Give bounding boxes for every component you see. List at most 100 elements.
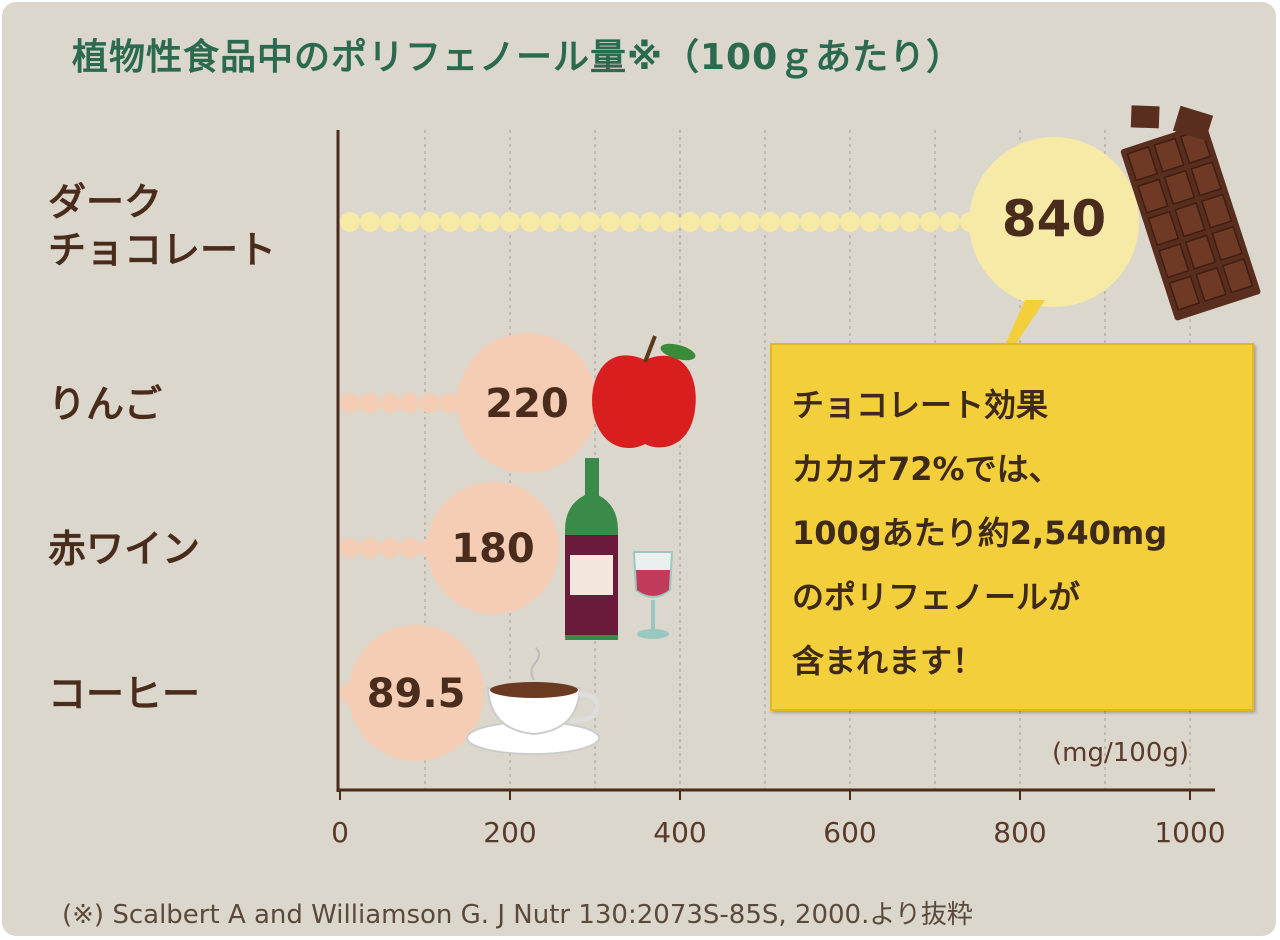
- bar-dot: [840, 212, 860, 232]
- bar-dot: [480, 212, 500, 232]
- cup-handle: [569, 691, 600, 723]
- cup: [486, 687, 582, 736]
- chocolate-piece: [1153, 137, 1185, 173]
- bar-dot: [360, 393, 380, 413]
- apple-stem: [643, 335, 657, 363]
- bar-dot: [540, 212, 560, 232]
- bar-dot: [620, 212, 640, 232]
- category-label-coffee: コーヒー: [48, 672, 201, 716]
- bar-1: 220: [340, 333, 597, 473]
- bar-dot: [360, 212, 380, 232]
- steam: [530, 647, 540, 681]
- chart-title: 植物性食品中のポリフェノール量※（100ｇあたり）: [72, 37, 964, 78]
- bar-3: 89.5: [340, 625, 485, 761]
- chocolate-piece: [1200, 193, 1233, 229]
- bar-dot: [440, 212, 460, 232]
- chocolate-piece: [1168, 275, 1201, 311]
- bar-dot: [380, 393, 400, 413]
- bar-dot: [340, 393, 360, 413]
- bar-dot: [380, 538, 400, 558]
- bar-dot: [940, 212, 960, 232]
- callout-line: チョコレート効果: [792, 386, 1049, 424]
- footnote: (※) Scalbert A and Williamson G. J Nutr …: [62, 900, 973, 930]
- data-label: 840: [1002, 190, 1106, 248]
- bar-dot: [340, 538, 360, 558]
- bar-dot: [740, 212, 760, 232]
- bar-dot: [500, 212, 520, 232]
- chocolate-icon: [1120, 105, 1261, 321]
- x-tick-label: 1000: [1154, 816, 1225, 849]
- category-label-dark-chocolate: ダーク チョコレート: [48, 180, 277, 272]
- data-label: 89.5: [367, 671, 466, 717]
- callout-line: 含まれます！: [792, 642, 985, 680]
- x-tick-label: 0: [331, 816, 349, 849]
- bar-dot: [460, 212, 480, 232]
- chocolate-piece: [1147, 210, 1180, 247]
- callout-box: チョコレート効果 カカオ72%では、 100gあたり約2,540mg のポリフェ…: [770, 343, 1254, 711]
- chocolate-piece: [1211, 225, 1243, 262]
- bar-dot: [760, 212, 780, 232]
- chocolate-piece: [1174, 202, 1206, 238]
- bar-dot: [400, 393, 420, 413]
- bar-dot: [400, 212, 420, 232]
- data-label: 220: [485, 381, 569, 427]
- apple-body: [592, 355, 696, 449]
- bar-dot: [520, 212, 540, 232]
- bottle-label: [570, 555, 613, 595]
- x-tick-label: 800: [993, 816, 1046, 849]
- bar-dot: [860, 212, 880, 232]
- chocolate-fragment: [1172, 105, 1214, 141]
- bar-dot: [440, 393, 460, 413]
- unit-label: (mg/100g): [1052, 738, 1190, 768]
- chocolate-piece: [1195, 266, 1227, 303]
- category-label-red-wine: 赤ワイン: [48, 527, 201, 571]
- chocolate-piece: [1184, 234, 1217, 270]
- bar-dot: [600, 212, 620, 232]
- apple-icon: [592, 335, 696, 449]
- coffee: [490, 682, 578, 698]
- bar-2: 180: [340, 482, 559, 614]
- value-bubble: [427, 482, 559, 614]
- bar-dot: [660, 212, 680, 232]
- bottle-neck: [585, 458, 599, 498]
- bar-dot: [820, 212, 840, 232]
- bar-dot: [800, 212, 820, 232]
- bar-dot: [420, 212, 440, 232]
- callout-line: カカオ72%では、: [792, 450, 1061, 488]
- apple-leaf: [660, 343, 696, 361]
- x-tick-label: 200: [483, 816, 536, 849]
- glass-wine: [636, 570, 670, 596]
- wine-icon: [565, 458, 674, 640]
- chocolate-piece: [1190, 161, 1222, 197]
- bar-dot: [400, 538, 420, 558]
- bar-dot: [900, 212, 920, 232]
- chocolate-piece: [1126, 146, 1159, 182]
- bar-dot: [680, 212, 700, 232]
- chocolate-piece: [1163, 169, 1196, 206]
- bar-dot: [360, 538, 380, 558]
- bar-dot: [920, 212, 940, 232]
- bar-dot: [420, 393, 440, 413]
- bar-0: 840: [340, 137, 1139, 307]
- bar-dot: [340, 212, 360, 232]
- bar-dot: [580, 212, 600, 232]
- bar-dot: [880, 212, 900, 232]
- callout-line: 100gあたり約2,540mg: [792, 514, 1168, 552]
- callout-pointer: [1005, 300, 1045, 345]
- bar-dot: [560, 212, 580, 232]
- coffee-icon: [466, 647, 600, 755]
- glass-base: [637, 629, 669, 639]
- callout-line: のポリフェノールが: [792, 578, 1081, 616]
- bar-dot: [780, 212, 800, 232]
- chocolate-piece: [1158, 243, 1190, 279]
- value-bubble: [969, 137, 1139, 307]
- x-tick-label: 600: [823, 816, 876, 849]
- category-label-apple: りんご: [48, 382, 163, 426]
- value-bubble: [457, 333, 597, 473]
- chocolate-piece: [1137, 178, 1169, 214]
- x-tick-label: 400: [653, 816, 706, 849]
- bar-dot: [700, 212, 720, 232]
- data-label: 180: [451, 526, 535, 572]
- chocolate-fragment: [1130, 105, 1160, 129]
- chocolate-piece: [1221, 258, 1254, 294]
